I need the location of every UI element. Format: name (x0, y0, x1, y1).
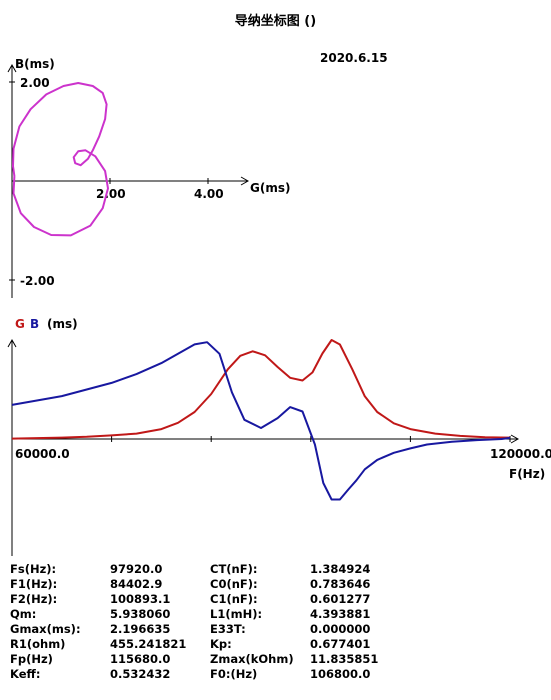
value-axis-arrow (7, 338, 17, 348)
legend-g: G (15, 317, 25, 331)
param-value: 115680.0 (110, 652, 171, 666)
param-label: L1(mH): (210, 607, 263, 621)
param-value: 1.384924 (310, 562, 371, 576)
g-series-line (11, 339, 511, 440)
unit-label: (ms) (47, 317, 78, 331)
param-label: CT(nF): (210, 562, 258, 576)
param-label: Zmax(kOhm) (210, 652, 294, 666)
param-value: 100893.1 (110, 592, 171, 606)
parameter-table: Fs(Hz): 97920.0 CT(nF): 1.384924 F1(Hz): 8440… (10, 562, 550, 682)
param-label: Keff: (10, 667, 41, 681)
b-axis-arrow (7, 63, 17, 73)
param-label: C0(nF): (210, 577, 258, 591)
param-value: 106800.0 (310, 667, 371, 681)
param-value: 0.677401 (310, 637, 371, 651)
param-value: 84402.9 (110, 577, 163, 591)
param-value: 0.000000 (310, 622, 371, 636)
param-label: Qm: (10, 607, 37, 621)
param-value: 5.938060 (110, 607, 171, 621)
param-value: 455.241821 (110, 637, 187, 651)
x-tick-label: 2.00 (96, 187, 126, 201)
param-label: C1(nF): (210, 592, 258, 606)
param-label: R1(ohm) (10, 637, 66, 651)
date-label: 2020.6.15 (320, 51, 388, 65)
param-value: 97920.0 (110, 562, 163, 576)
param-label: F2(Hz): (10, 592, 58, 606)
param-value: 0.532432 (110, 667, 171, 681)
legend-b: B (30, 317, 39, 331)
y-tick-label: -2.00 (20, 274, 55, 288)
g-axis-arrow (240, 176, 250, 186)
param-label: F0:(Hz) (210, 667, 258, 681)
param-label: F1(Hz): (10, 577, 58, 591)
frequency-tick-label-end: 120000.0 (490, 447, 551, 461)
chart-title: 导纳坐标图 () (234, 14, 317, 29)
param-label: Fp(Hz) (10, 652, 53, 666)
param-value: 0.601277 (310, 592, 371, 606)
param-value: 11.835851 (310, 652, 379, 666)
b-axis-label: B(ms) (15, 57, 55, 71)
param-value: 0.783646 (310, 577, 371, 591)
param-label: Gmax(ms): (10, 622, 81, 636)
param-label: E33T: (210, 622, 246, 636)
param-label: Kp: (210, 637, 232, 651)
x-tick-label: 4.00 (194, 187, 224, 201)
frequency-axis-label: F(Hz) (509, 467, 545, 481)
param-value: 2.196635 (110, 622, 171, 636)
param-value: 4.393881 (310, 607, 371, 621)
param-label: Fs(Hz): (10, 562, 57, 576)
b-series-line (11, 341, 511, 501)
frequency-tick-label-start: 60000.0 (15, 447, 70, 461)
y-tick-label: 2.00 (20, 76, 50, 90)
frequency-axis-arrow (510, 434, 520, 444)
admittance-curve (12, 82, 109, 237)
g-axis-label: G(ms) (250, 181, 290, 195)
